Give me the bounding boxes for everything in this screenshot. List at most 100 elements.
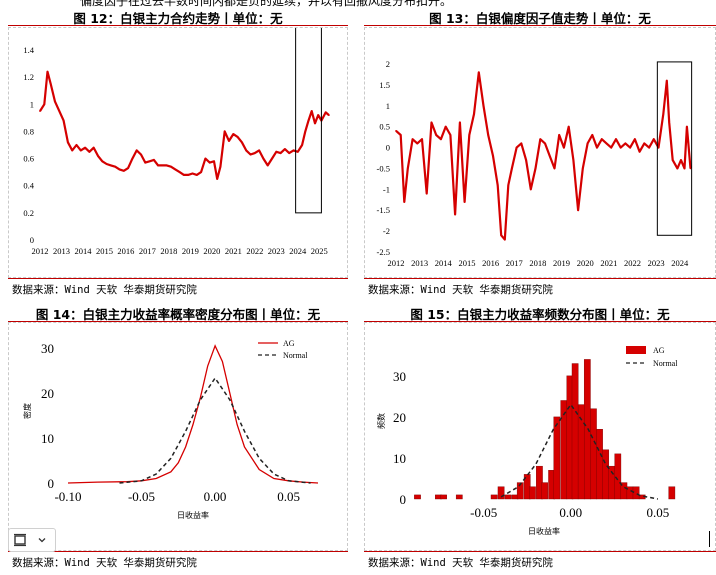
x-tick-label: 0.00 — [559, 505, 582, 520]
source-rule — [364, 278, 716, 279]
data-point — [258, 149, 260, 152]
legend-label-ag: AG — [283, 339, 295, 348]
data-source: 数据来源：Wind 天软 华泰期货研究院 — [368, 284, 553, 296]
histogram-bar — [590, 408, 597, 500]
data-point — [301, 144, 303, 146]
y-tick-label: 0.5 — [379, 122, 390, 132]
data-point — [680, 159, 682, 161]
chart-frame — [8, 27, 348, 278]
data-point — [196, 174, 198, 176]
histogram-chart: 0 10 20 30 -0.05 0.00 0.05 日收益率 频数 AG Normal — [376, 346, 678, 536]
y-tick-label: 0.8 — [23, 126, 34, 136]
data-point — [503, 238, 506, 241]
data-point — [530, 188, 532, 191]
histogram-bar — [541, 482, 548, 500]
x-tick-label: 2021 — [225, 246, 242, 256]
data-point — [241, 141, 243, 144]
data-point — [165, 164, 168, 167]
legend-label-normal: Normal — [653, 359, 678, 368]
data-point — [213, 160, 215, 163]
data-point — [582, 167, 584, 170]
data-point — [204, 157, 207, 160]
data-point — [288, 152, 290, 154]
data-point — [421, 138, 423, 140]
x-tick-label: 2014 — [74, 246, 92, 256]
data-point — [492, 155, 494, 157]
data-point — [487, 134, 490, 136]
y-tick-label: 30 — [41, 341, 54, 356]
data-point — [500, 234, 503, 237]
data-point — [435, 134, 438, 136]
x-tick-label: -0.05 — [470, 505, 497, 520]
title-rule — [364, 25, 716, 26]
y-tick-label: 0 — [48, 476, 55, 491]
data-point — [515, 146, 518, 149]
data-point — [671, 159, 674, 161]
series-line-normal — [500, 403, 659, 500]
data-point — [403, 201, 406, 203]
data-point — [440, 138, 442, 140]
data-point — [328, 114, 330, 116]
data-point — [624, 142, 627, 145]
data-point — [425, 192, 428, 195]
data-point — [572, 159, 575, 161]
data-point — [563, 146, 565, 149]
data-point — [324, 111, 327, 114]
data-point — [668, 121, 670, 124]
chart-title: 图 14：白银主力收益率概率密度分布图丨单位：无 — [35, 307, 321, 322]
data-point — [652, 138, 655, 140]
data-point — [463, 201, 466, 203]
x-tick-label: 2023 — [268, 246, 285, 256]
x-tick-label: 2018 — [160, 246, 177, 256]
data-point — [567, 125, 570, 128]
x-tick-label: 2016 — [117, 246, 134, 256]
x-tick-label: 2023 — [648, 258, 665, 268]
data-point — [232, 133, 235, 135]
data-point — [140, 153, 142, 156]
data-point — [178, 171, 181, 173]
data-point — [249, 153, 252, 156]
data-point — [39, 110, 41, 112]
y-tick-label: 1.5 — [379, 80, 390, 90]
data-point — [482, 104, 485, 107]
data-source: 数据来源：Wind 天软 华泰期货研究院 — [12, 557, 197, 569]
x-tick-label: 2019 — [182, 246, 199, 256]
frame-icon[interactable] — [9, 529, 31, 551]
histogram-bar — [553, 416, 561, 500]
series-line-ag — [67, 344, 319, 484]
histogram-bar — [571, 363, 579, 500]
data-point — [676, 167, 679, 170]
data-point — [170, 165, 172, 168]
source-rule — [364, 551, 716, 552]
data-point — [317, 114, 319, 116]
data-point — [600, 138, 603, 140]
data-point — [304, 130, 307, 133]
data-point — [666, 79, 668, 82]
chevron-down-icon[interactable] — [31, 529, 53, 551]
data-point — [118, 168, 121, 171]
data-point — [236, 136, 239, 138]
x-axis-label: 日收益率 — [528, 526, 560, 536]
data-point — [444, 125, 447, 128]
data-point — [477, 71, 480, 74]
x-tick-label: 2013 — [53, 246, 70, 256]
series-line — [39, 70, 330, 180]
data-point — [284, 148, 286, 150]
data-point — [67, 141, 69, 144]
data-point — [416, 142, 419, 145]
data-point — [122, 169, 125, 172]
data-point — [507, 184, 510, 186]
y-tick-label: 0 — [400, 492, 407, 507]
data-point — [275, 150, 278, 153]
x-tick-label: 2013 — [411, 258, 428, 268]
data-point — [279, 152, 282, 154]
x-tick-label: 2020 — [203, 246, 220, 256]
legend-label-ag: AG — [653, 346, 665, 355]
x-tick-label: 2024 — [289, 246, 307, 256]
histogram-bar — [596, 429, 603, 500]
data-point — [496, 184, 499, 186]
data-point — [610, 146, 613, 149]
histogram-bar — [529, 486, 536, 500]
data-point — [657, 146, 660, 149]
data-point — [161, 164, 164, 167]
